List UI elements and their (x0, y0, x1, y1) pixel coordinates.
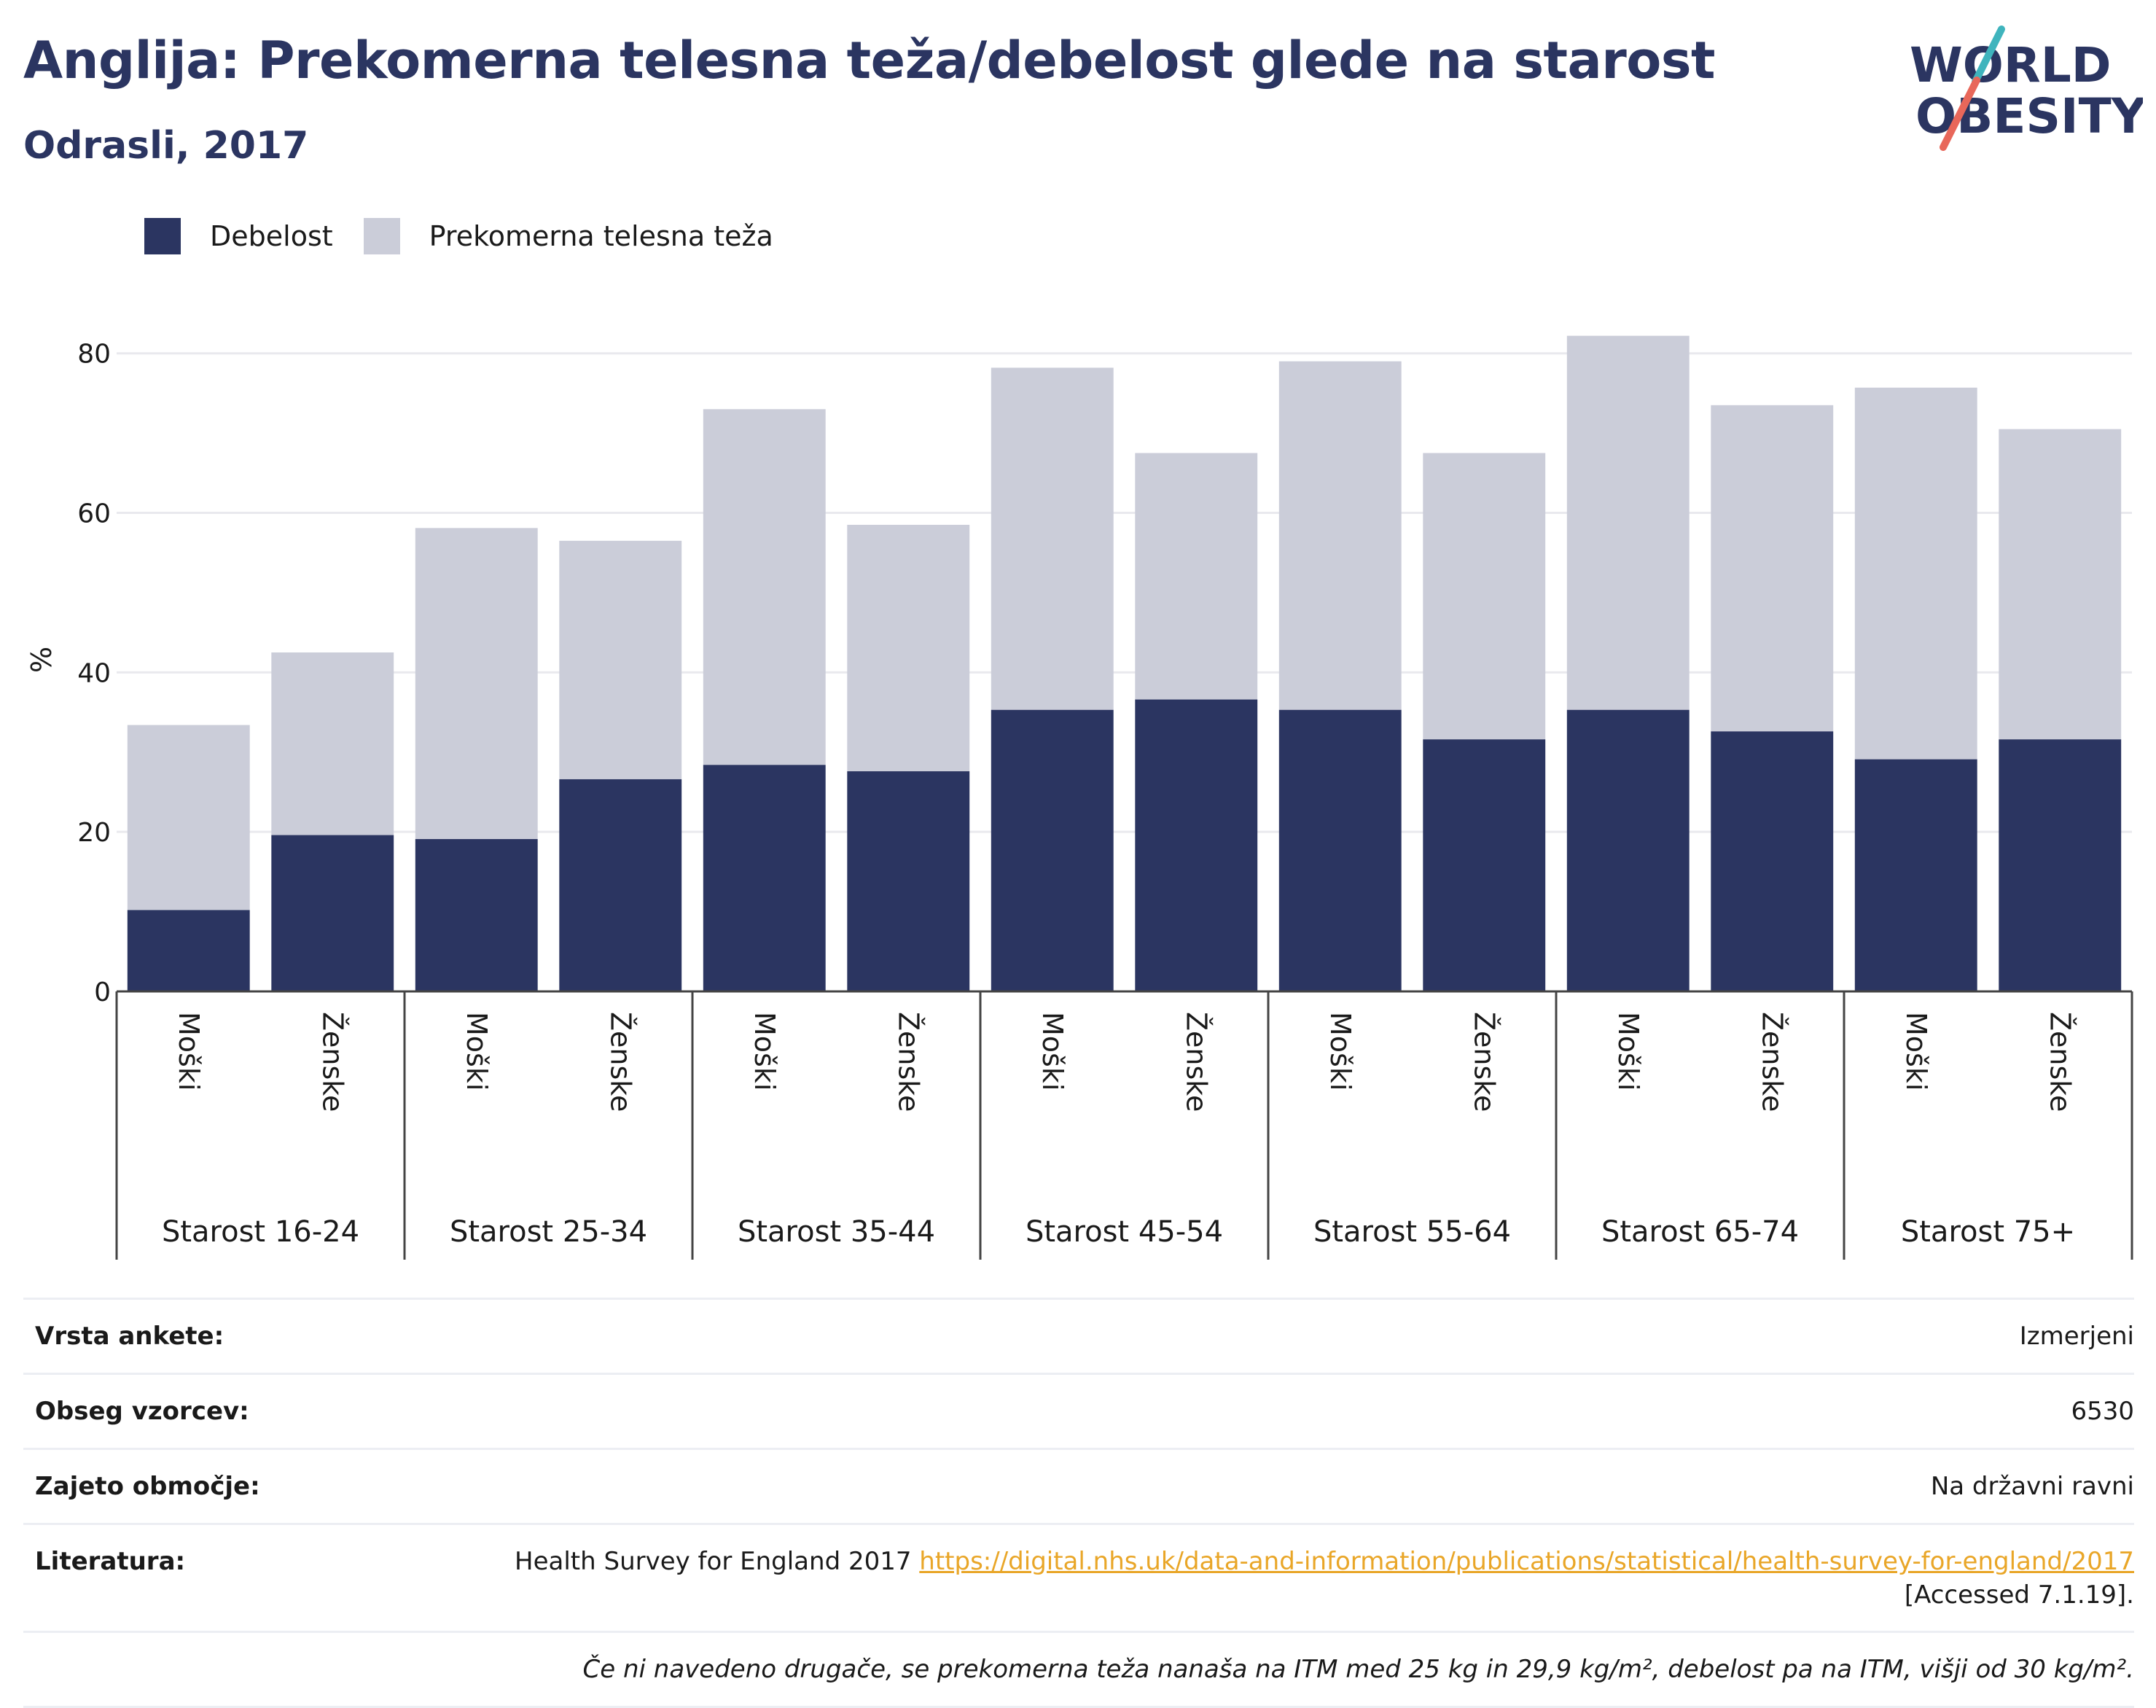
legend-swatch-overweight (363, 218, 400, 254)
page-subtitle: Odrasli, 2017 (23, 124, 309, 168)
bar-overweight (415, 528, 538, 840)
literature-accessed: [Accessed 7.1.19]. (1904, 1580, 2134, 1610)
sample-size-label: Obseg vzorcev: (35, 1396, 249, 1426)
x-category-label: Ženske (892, 1012, 924, 1112)
literature-text: Health Survey for England 2017 (515, 1546, 912, 1576)
x-group-label: Starost 75+ (1901, 1215, 2075, 1249)
page-title: Anglija: Prekomerna telesna teža/debelos… (23, 31, 1715, 90)
x-group-label: Starost 35-44 (738, 1215, 935, 1249)
y-tick-label: 40 (77, 658, 111, 688)
x-category-label: Moški (1900, 1012, 1932, 1091)
logo-slash-teal (1972, 26, 2005, 85)
x-category-label: Ženske (604, 1012, 636, 1112)
bar-overweight (1711, 405, 1834, 732)
bar-obesity (1423, 739, 1546, 991)
bar-obesity (991, 709, 1114, 991)
x-group-label: Starost 45-54 (1026, 1215, 1223, 1249)
x-category-label: Ženske (1756, 1012, 1788, 1112)
sample-size-value: 6530 (2071, 1396, 2134, 1426)
survey-info-table: Vrsta ankete: Izmerjeni Obseg vzorcev: 6… (23, 1298, 2134, 1708)
bar-obesity (559, 779, 682, 991)
y-tick-label: 80 (77, 340, 111, 370)
survey-type-label: Vrsta ankete: (35, 1322, 224, 1351)
world-obesity-logo: WORLD OBESITY (1910, 26, 2143, 151)
y-tick-label: 60 (77, 499, 111, 529)
logo-line1: WORLD (1910, 37, 2112, 93)
bar-overweight (991, 367, 1114, 710)
literature-label: Literatura: (35, 1546, 186, 1576)
info-row-literature: Literatura: Health Survey for England 20… (23, 1522, 2134, 1631)
bar-overweight (271, 652, 394, 835)
x-group-label: Starost 55-64 (1313, 1215, 1511, 1249)
bar-obesity (1278, 709, 1402, 991)
info-row-coverage: Zajeto območje: Na državni ravni (23, 1447, 2134, 1523)
x-category-label: Moški (749, 1012, 781, 1091)
x-group-label: Starost 16-24 (162, 1215, 359, 1249)
chart-legend: Debelost Prekomerna telesna teža (144, 216, 804, 257)
x-group-label: Starost 25-34 (450, 1215, 647, 1249)
bar-obesity (703, 765, 826, 991)
y-axis-label: % (26, 647, 58, 673)
coverage-label: Zajeto območje: (35, 1471, 260, 1501)
bar-overweight (847, 524, 970, 772)
bar-obesity (415, 839, 538, 991)
y-tick-label: 0 (94, 978, 111, 1007)
logo-slash-coral (1940, 77, 1980, 151)
legend-item-obesity: Debelost (144, 218, 333, 254)
x-category-label: Moški (1036, 1012, 1069, 1091)
legend-label-obesity: Debelost (210, 220, 333, 252)
x-category-label: Ženske (316, 1012, 348, 1112)
bar-overweight (1278, 361, 1402, 710)
x-group-label: Starost 65-74 (1601, 1215, 1799, 1249)
bar-overweight (559, 540, 682, 779)
bar-obesity (1999, 739, 2122, 991)
bar-overweight (1566, 335, 1690, 710)
x-category-label: Ženske (1468, 1012, 1500, 1112)
footnote-text: Če ni navedeno drugače, se prekomerna te… (582, 1655, 2135, 1685)
bar-obesity (127, 910, 250, 991)
info-row-survey-type: Vrsta ankete: Izmerjeni (23, 1298, 2134, 1373)
bar-overweight (703, 409, 826, 765)
bar-obesity (847, 771, 970, 991)
literature-value: Health Survey for England 2017 https://d… (515, 1545, 2134, 1613)
bar-overweight (1135, 453, 1258, 700)
bar-overweight (1999, 429, 2122, 740)
x-category-label: Ženske (2044, 1012, 2076, 1112)
bar-obesity (1854, 759, 1977, 991)
y-tick-label: 20 (77, 818, 111, 848)
x-category-label: Moški (1324, 1012, 1356, 1091)
bar-obesity (1566, 709, 1690, 991)
survey-type-value: Izmerjeni (2019, 1322, 2134, 1351)
x-category-label: Ženske (1180, 1012, 1212, 1112)
stacked-bar-chart: 0 20 40 60 80% Moški Ženske Moški Ženske Moški Žen… (26, 335, 2133, 1260)
literature-link[interactable]: https://digital.nhs.uk/data-and-informat… (919, 1546, 2134, 1576)
bar-obesity (1135, 699, 1258, 991)
bar-obesity (1711, 731, 1834, 991)
bar-obesity (271, 835, 394, 991)
x-category-label: Moški (1612, 1012, 1644, 1091)
bar-overweight (1423, 453, 1546, 740)
legend-item-overweight: Prekomerna telesna teža (363, 218, 773, 254)
bar-overweight (1854, 387, 1977, 760)
x-category-label: Moški (173, 1012, 205, 1091)
coverage-value: Na državni ravni (1930, 1471, 2134, 1501)
info-row-sample-size: Obseg vzorcev: 6530 (23, 1372, 2134, 1448)
legend-swatch-obesity (144, 218, 181, 254)
x-category-label: Moški (461, 1012, 493, 1091)
info-row-footnote: Če ni navedeno drugače, se prekomerna te… (23, 1631, 2134, 1708)
legend-label-overweight: Prekomerna telesna teža (429, 220, 773, 252)
bar-overweight (127, 725, 250, 910)
